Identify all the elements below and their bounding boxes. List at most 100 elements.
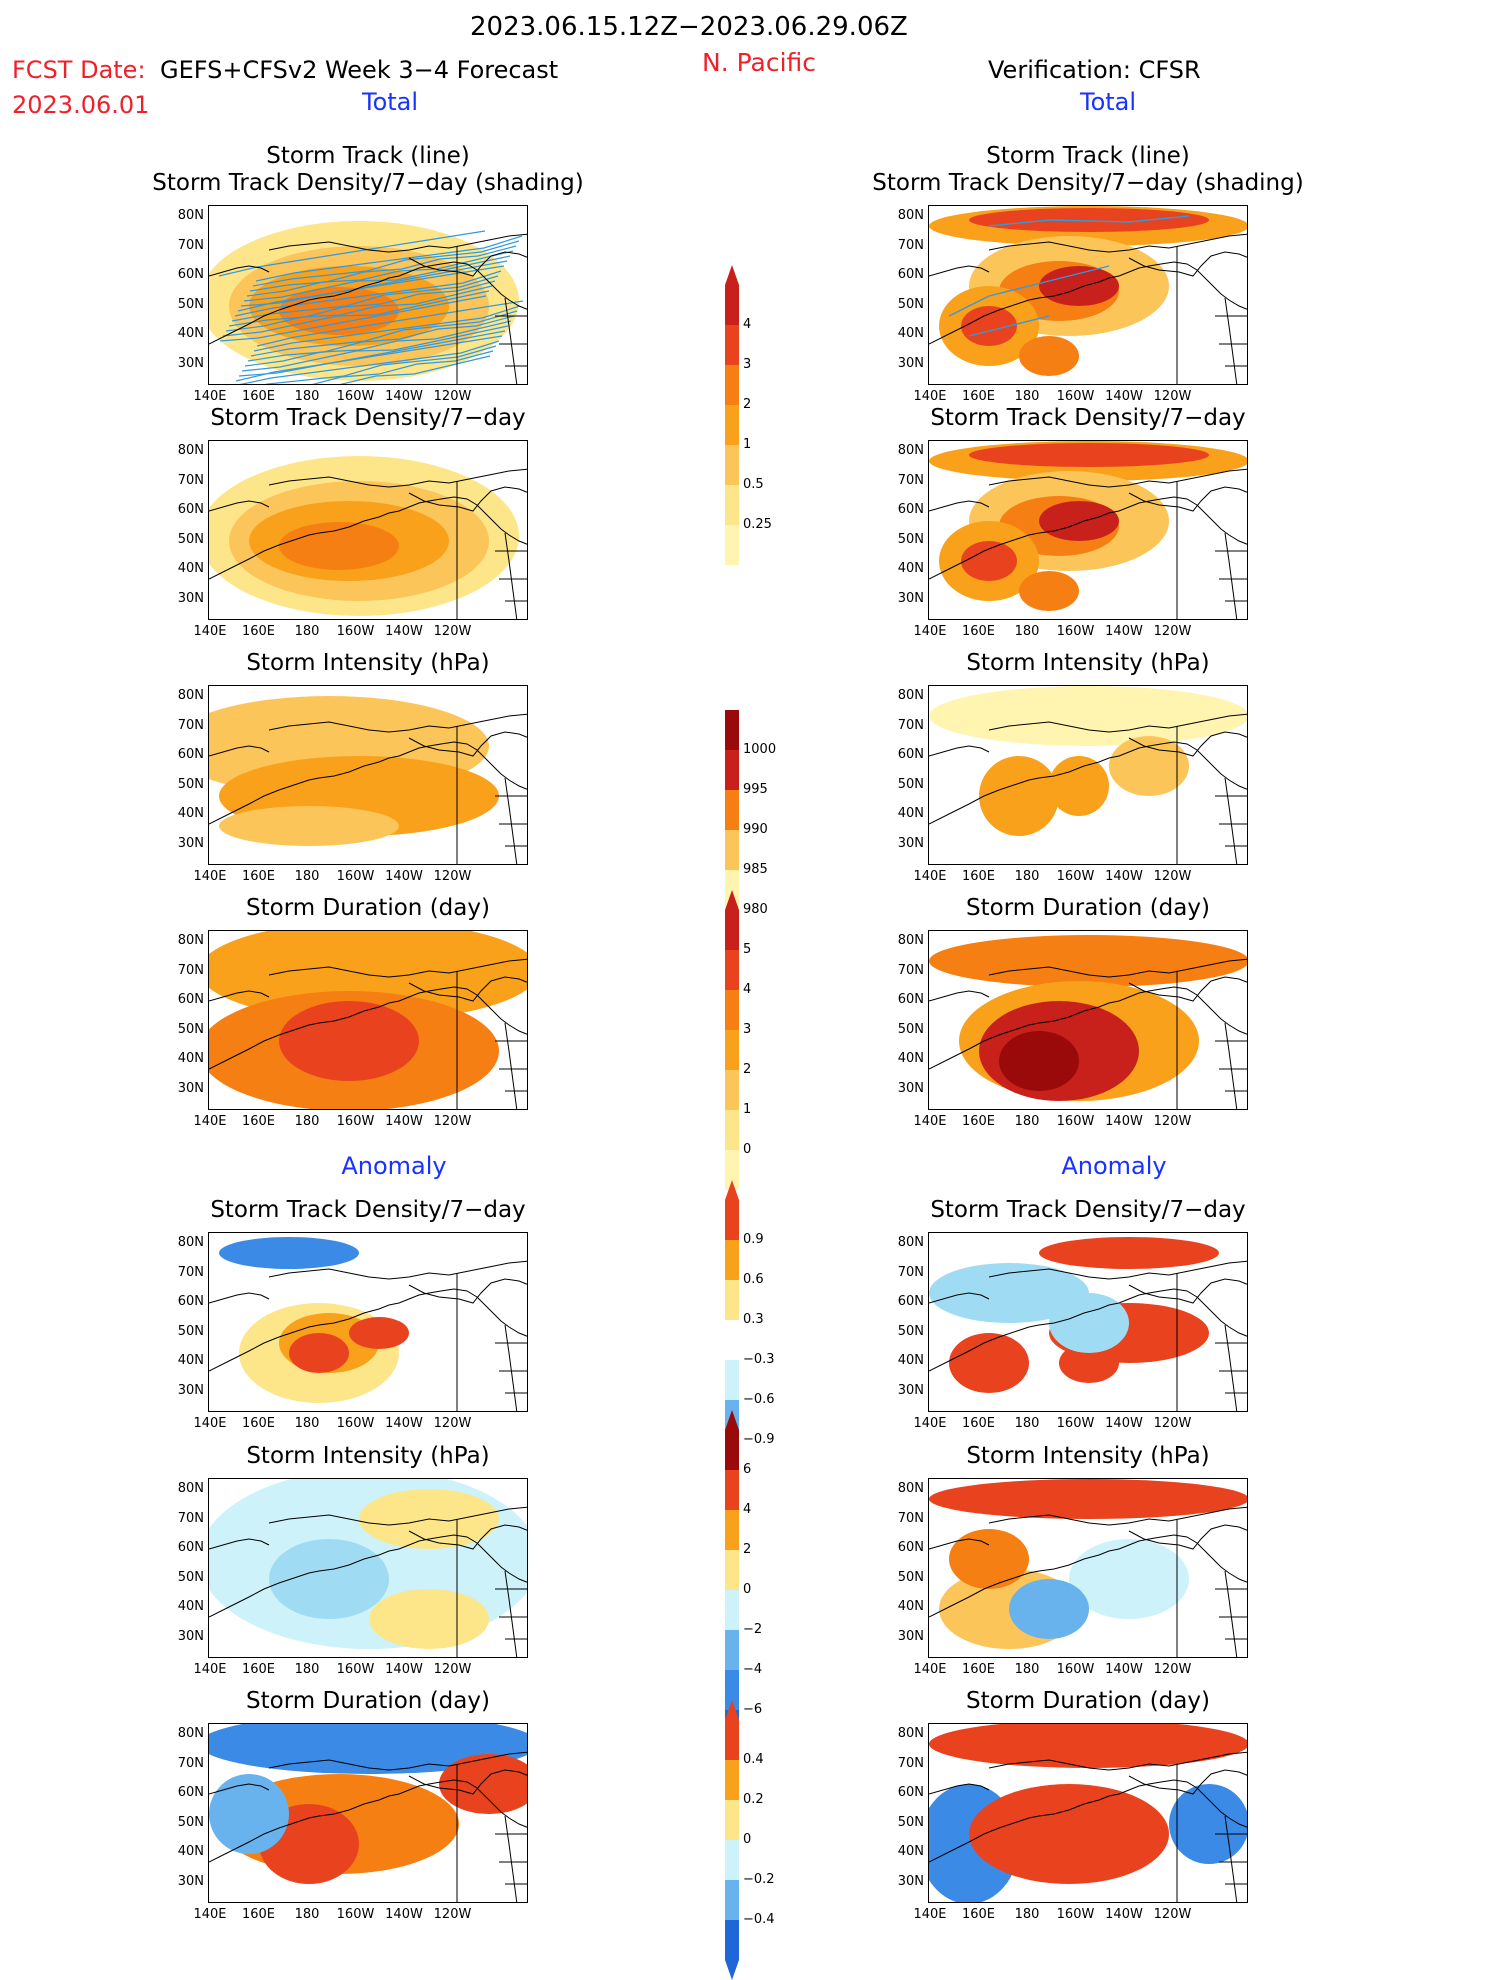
forecast-map-panel: 80N 70N 60N 50N 40N 30N 140E 160E 180 160W 140W 120… (178, 685, 528, 883)
colorbar-swatch (725, 1720, 739, 1760)
storm-track-line (228, 280, 496, 327)
coastline (408, 481, 527, 619)
storm-track-line (339, 355, 491, 384)
latitude-tick-label: 40N (177, 561, 204, 576)
colorbar-label: 980 (743, 902, 768, 917)
anomaly-panel-title: Storm Track Density/7−day (210, 1197, 526, 1223)
shading-region (929, 935, 1247, 987)
coastline (408, 1273, 527, 1411)
coastline (1128, 1764, 1247, 1902)
colorbar-swatch (725, 950, 739, 990)
map-svg (929, 1237, 1247, 1411)
map-frame (928, 205, 1248, 385)
colorbar-label: 4 (743, 982, 752, 997)
coastline (209, 713, 527, 757)
latitude-tick-label: 60N (177, 747, 204, 762)
colorbar-swatch (725, 830, 739, 870)
storm-track-line (253, 305, 521, 352)
latitude-tick-label: 60N (177, 992, 204, 1007)
latitude-tick-label: 70N (177, 717, 204, 733)
latitude-tick-label: 50N (177, 776, 204, 792)
latitude-tick-label: 50N (897, 776, 924, 792)
panel-title: Storm Track Density/7−day (930, 405, 1246, 431)
left-anomaly-label: Anomaly (341, 1152, 447, 1180)
colorbar-label: 0.25 (743, 517, 772, 532)
longitude-tick-label: 140E (193, 1114, 227, 1129)
colorbar-swatch (725, 990, 739, 1030)
latitude-tick-label: 80N (897, 933, 924, 948)
latitude-tick-label: 40N (897, 561, 924, 576)
colorbar-swatch (725, 1550, 739, 1590)
map-frame (208, 205, 528, 385)
panel-title: Storm Duration (day) (246, 895, 490, 921)
coastline (929, 713, 1247, 757)
colorbar-swatch (725, 1240, 739, 1280)
latitude-tick-label: 70N (177, 1510, 204, 1526)
coastline (209, 1751, 527, 1795)
longitude-tick-label: 160E (961, 1907, 996, 1922)
colorbar-duration-total: 5 4 3 2 1 0 (725, 890, 805, 1210)
coastline (1128, 726, 1247, 864)
latitude-tick-label: 30N (897, 355, 924, 371)
colorbar-label: −0.9 (743, 1432, 775, 1447)
latitude-tick-label: 40N (177, 1599, 204, 1614)
latitude-tick-label: 30N (177, 1080, 204, 1096)
latitude-tick-label: 60N (897, 267, 924, 282)
storm-track-line (249, 245, 517, 292)
colorbar-density-anom: 0.9 0.6 0.3 −0.3 −0.6 −0.9 (725, 1180, 805, 1500)
coastline (209, 1534, 527, 1618)
shading-region (1009, 1579, 1089, 1639)
shading-region (1039, 1237, 1219, 1269)
latitude-tick-label: 30N (897, 1628, 924, 1644)
colorbar-swatch (725, 485, 739, 525)
longitude-tick-label: 160W (336, 1907, 375, 1922)
verification-label: Verification: CFSR (988, 56, 1201, 84)
latitude-tick-label: 40N (897, 326, 924, 341)
coastline (1215, 532, 1247, 619)
latitude-tick-label: 80N (177, 688, 204, 703)
storm-track-line (235, 335, 503, 382)
latitude-tick-label: 30N (897, 1382, 924, 1398)
longitude-tick-label: 160E (241, 1907, 276, 1922)
forecast-map-panel: 80N 70N 60N 50N 40N 30N 140E 160E 180 160W 140W 120… (178, 205, 528, 403)
colorbar-intensity-total: 1000 995 990 985 980 (725, 690, 805, 930)
longitude-tick-label: 140E (193, 1416, 227, 1431)
colorbar-swatch (725, 1630, 739, 1670)
storm-track-line (256, 300, 524, 347)
colorbar-label: 0 (743, 1142, 752, 1157)
forecast-map-panel: 80N 70N 60N 50N 40N 30N 140E 160E 180 160W 140W 120… (178, 1723, 528, 1921)
colorbar-label: 4 (743, 1502, 752, 1517)
colorbar-swatches (725, 890, 739, 1190)
panel-title: Storm Track (line) (266, 143, 470, 169)
fcst-model: GEFS+CFSv2 Week 3−4 Forecast (160, 56, 559, 84)
latitude-tick-label: 80N (177, 1235, 204, 1250)
colorbar-swatch (725, 1150, 739, 1190)
longitude-tick-label: 140W (385, 1114, 423, 1129)
map-svg (209, 456, 527, 619)
coastline (929, 233, 1247, 277)
longitude-tick-label: 140W (1105, 624, 1143, 639)
storm-track-line (240, 260, 508, 307)
colorbar-label: 3 (743, 1022, 752, 1037)
map-svg (929, 1479, 1247, 1657)
coastline (408, 726, 527, 864)
panel-title: Storm Duration (day) (966, 895, 1210, 921)
colorbar-swatches (725, 1700, 739, 1980)
coastline (1128, 1519, 1247, 1657)
latitude-tick-label: 60N (897, 502, 924, 517)
longitude-tick-label: 180 (294, 1114, 320, 1129)
latitude-tick-label: 50N (897, 296, 924, 312)
colorbar-swatch (725, 1320, 739, 1360)
colorbar-duration-anom: 0.4 0.2 0 −0.2 −0.4 (725, 1700, 805, 1980)
storm-track-line (246, 250, 514, 297)
colorbar-swatch (725, 910, 739, 950)
colorbar-swatch (725, 790, 739, 830)
shading-region (439, 1754, 527, 1814)
map-svg (209, 1724, 527, 1902)
longitude-tick-label: 160E (961, 1662, 996, 1677)
latitude-tick-label: 30N (177, 355, 204, 371)
longitude-tick-label: 180 (294, 389, 320, 404)
colorbar-label: 995 (743, 782, 768, 797)
coastline (495, 1324, 527, 1411)
coastline (929, 261, 1247, 345)
